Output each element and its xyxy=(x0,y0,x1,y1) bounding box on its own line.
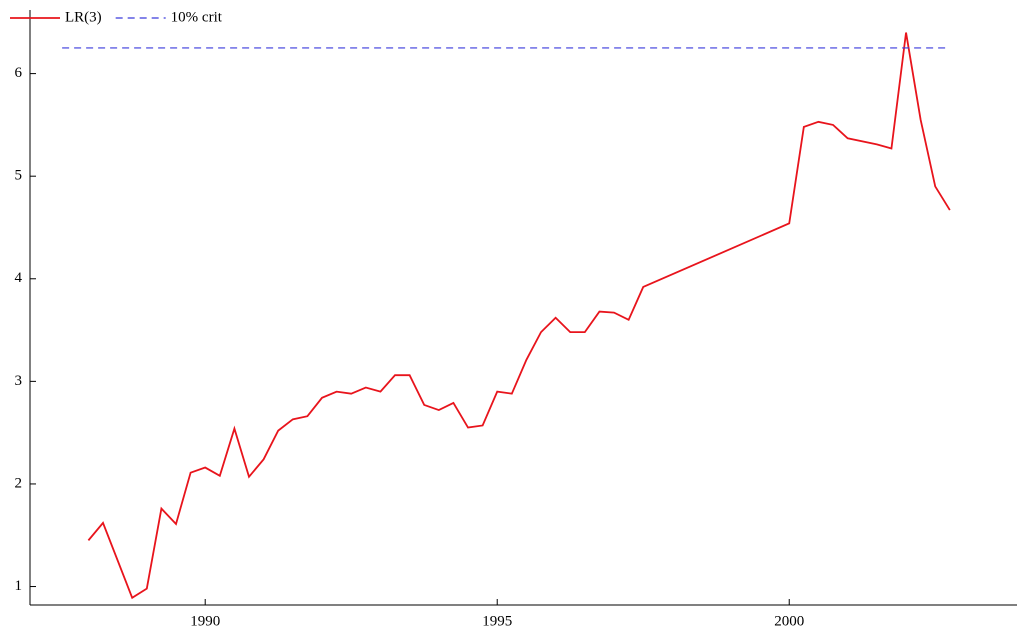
y-tick-label: 1 xyxy=(15,578,23,594)
y-tick-label: 4 xyxy=(15,270,23,286)
x-tick-label: 1995 xyxy=(482,613,512,629)
x-tick-label: 1990 xyxy=(190,613,220,629)
legend-label: 10% crit xyxy=(171,9,223,25)
y-tick-label: 5 xyxy=(15,168,23,184)
x-tick-label: 2000 xyxy=(774,613,804,629)
y-tick-label: 3 xyxy=(15,373,23,389)
series-line xyxy=(87,32,951,600)
y-tick-label: 2 xyxy=(15,475,23,491)
legend-label: LR(3) xyxy=(65,9,102,25)
y-tick-label: 6 xyxy=(15,65,23,81)
